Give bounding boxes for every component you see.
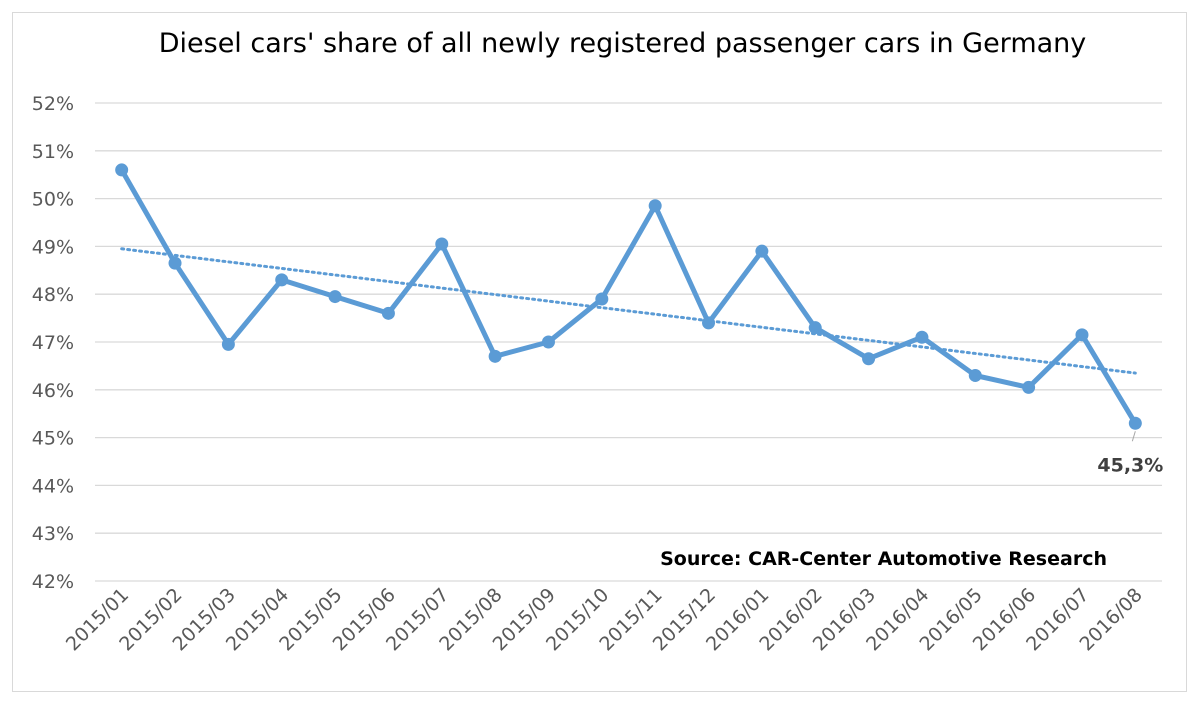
y-tick-label: 44% <box>32 475 74 497</box>
data-point <box>221 337 235 351</box>
data-point <box>168 256 182 270</box>
data-labels: 45,3% <box>1097 431 1163 476</box>
data-point <box>435 237 449 251</box>
y-tick-label: 47% <box>32 332 74 354</box>
data-point <box>595 292 609 306</box>
y-tick-label: 42% <box>32 571 74 593</box>
y-tick-label: 45% <box>32 428 74 450</box>
trendline <box>120 247 1137 375</box>
x-axis-labels: 2015/012015/022015/032015/042015/052015/… <box>62 584 1147 655</box>
data-point <box>488 349 502 363</box>
chart-title: Diesel cars' share of all newly register… <box>158 28 1087 59</box>
data-point <box>275 273 289 287</box>
y-tick-label: 50% <box>32 189 74 211</box>
data-point <box>1022 380 1036 394</box>
data-point <box>541 335 555 349</box>
chart-frame <box>12 12 1187 692</box>
data-point <box>702 316 716 330</box>
data-point <box>1128 416 1142 430</box>
data-point <box>808 321 822 335</box>
data-point <box>862 352 876 366</box>
y-tick-label: 43% <box>32 523 74 545</box>
data-point <box>915 330 929 344</box>
y-tick-label: 46% <box>32 380 74 402</box>
y-tick-label: 51% <box>32 141 74 163</box>
data-point <box>381 306 395 320</box>
series-group <box>115 163 1142 430</box>
y-tick-label: 52% <box>32 93 74 115</box>
data-point <box>755 244 769 258</box>
source-annotation: Source: CAR-Center Automotive Research <box>660 548 1107 570</box>
trendline-group <box>120 247 1137 375</box>
y-tick-label: 48% <box>32 284 74 306</box>
data-label-leader <box>1131 431 1136 442</box>
gridlines <box>95 102 1162 582</box>
data-point <box>1075 328 1089 342</box>
data-point <box>648 199 662 213</box>
series-line <box>119 167 1138 426</box>
data-point <box>115 163 129 177</box>
data-point <box>968 368 982 382</box>
data-label: 45,3% <box>1097 454 1163 476</box>
data-point <box>328 290 342 304</box>
y-axis-labels: 42% 43% 44% 45% 46% 47% 48% 49% 50% 51% 52% <box>32 93 74 593</box>
y-tick-label: 49% <box>32 236 74 258</box>
